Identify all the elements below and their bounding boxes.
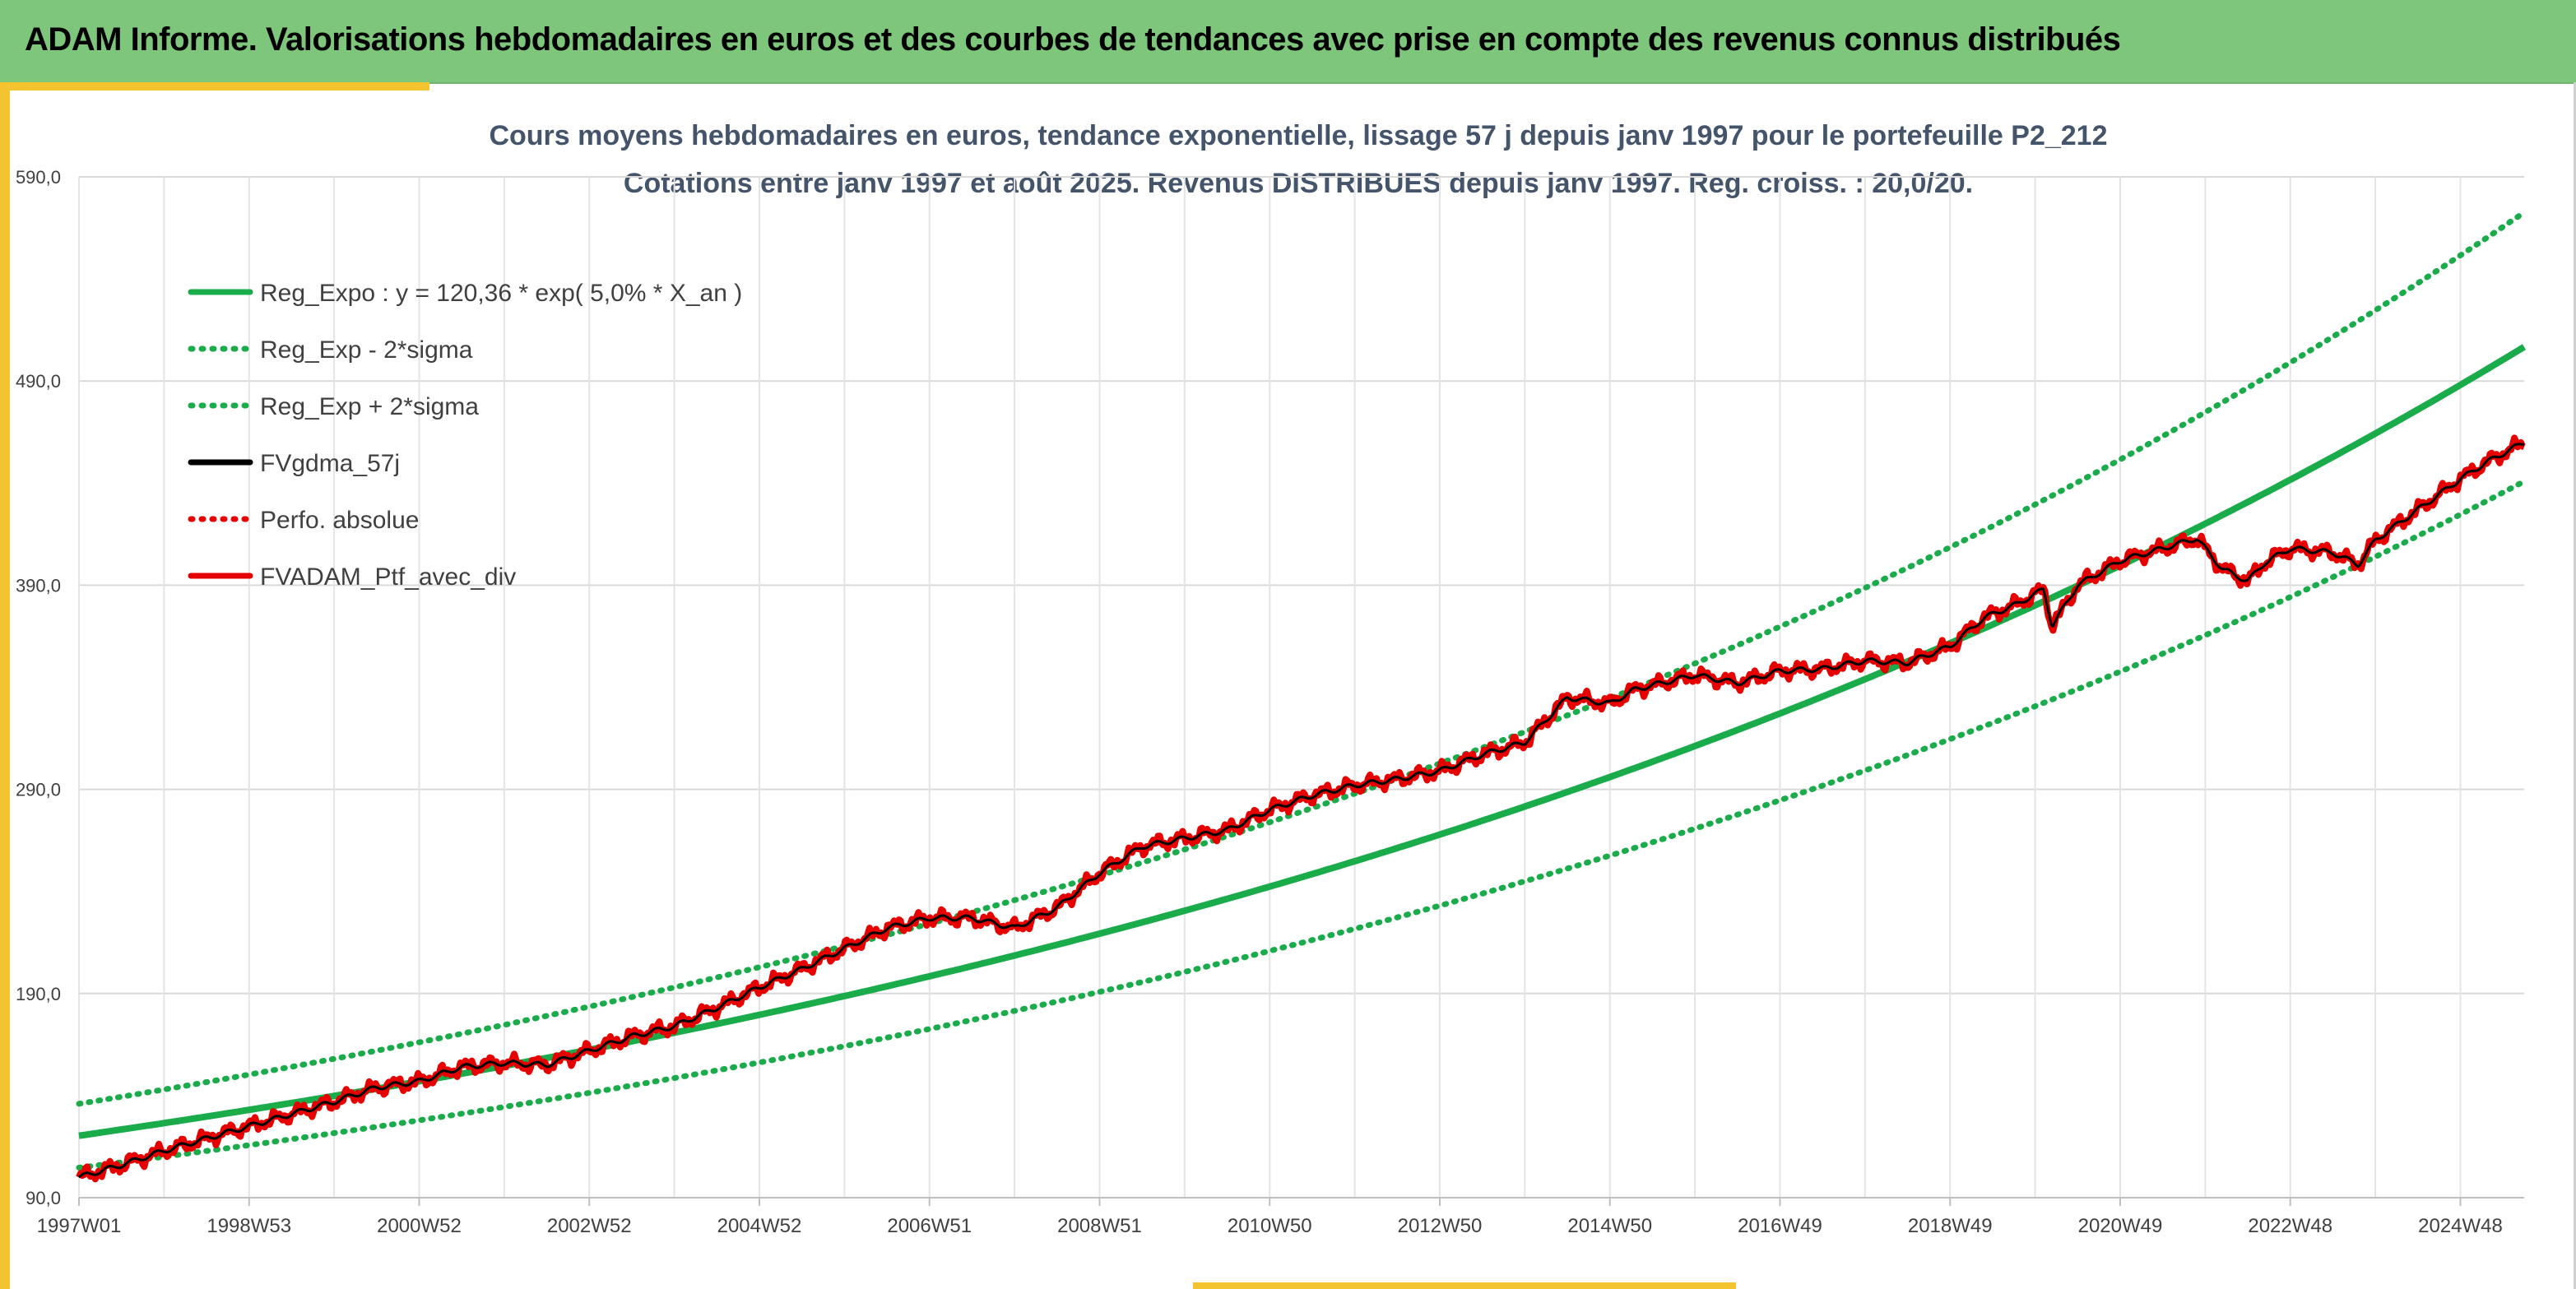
x-tick-label: 2018W49	[1908, 1215, 1993, 1237]
x-tick-label: 2012W50	[1398, 1215, 1483, 1237]
legend-label: Reg_Exp + 2*sigma	[260, 393, 479, 420]
x-tick-label: 2016W49	[1738, 1215, 1822, 1237]
series-reg-plus-2sigma	[76, 209, 2527, 1107]
plot-series	[76, 209, 2527, 1183]
series-reg-minus-2sigma	[76, 478, 2527, 1171]
x-tick-label: 2006W51	[887, 1215, 972, 1237]
x-tick-label: 2002W52	[547, 1215, 632, 1237]
y-tick-label: 90,0	[26, 1188, 61, 1208]
x-tick-label: 1998W53	[207, 1215, 291, 1237]
header-title: ADAM Informe. Valorisations hebdomadaire…	[25, 21, 2121, 58]
x-tick-label: 2020W49	[2078, 1215, 2163, 1237]
series-fvgdma-57j	[77, 443, 2525, 1179]
x-tick-label: 1997W01	[37, 1215, 122, 1237]
series-reg-expo	[78, 344, 2527, 1139]
legend-label: Perfo. absolue	[260, 507, 419, 534]
x-tick-label: 2000W52	[377, 1215, 462, 1237]
legend-label: FVADAM_Ptf_avec_div	[260, 563, 516, 591]
legend-label: Reg_Exp - 2*sigma	[260, 336, 473, 364]
y-tick-label: 390,0	[16, 575, 61, 596]
grid	[78, 176, 2524, 1199]
x-tick-label: 2010W50	[1228, 1215, 1312, 1237]
header-banner: ADAM Informe. Valorisations hebdomadaire…	[0, 0, 2576, 84]
y-tick-label: 590,0	[16, 167, 61, 188]
frame-top-border	[10, 82, 429, 90]
y-tick-label: 190,0	[16, 984, 61, 1004]
chart-subtitle: Cotations entre janv 1997 et août 2025. …	[624, 168, 1973, 199]
x-tick-label: 2004W52	[717, 1215, 802, 1237]
frame-left-border	[0, 82, 10, 1289]
x-tick-label: 2024W48	[2418, 1215, 2503, 1237]
x-tick-label: 2022W48	[2248, 1215, 2332, 1237]
legend-label: Reg_Expo : y = 120,36 * exp( 5,0% * X_an…	[260, 280, 742, 307]
y-axis-labels: 90,0 190,0 290,0 390,0 490,0 590,0	[16, 167, 61, 1208]
y-tick-label: 290,0	[16, 780, 61, 800]
y-tick-label: 490,0	[16, 371, 61, 392]
legend-label: FVgdma_57j	[260, 450, 400, 477]
frame-bottom-border	[1193, 1282, 1736, 1289]
x-tick-label: 2014W50	[1567, 1215, 1652, 1237]
frame-right-edge	[2574, 82, 2576, 1289]
x-tick-label: 2008W51	[1057, 1215, 1142, 1237]
series-fvadam-ptf-avec-div	[76, 434, 2526, 1183]
x-axis-labels: 1997W01 1998W53 2000W52 2002W52 2004W52 2006W…	[37, 1198, 2503, 1237]
legend: Reg_Expo : y = 120,36 * exp( 5,0% * X_an…	[188, 280, 742, 591]
chart-title: Cours moyens hebdomadaires en euros, ten…	[489, 120, 2107, 151]
